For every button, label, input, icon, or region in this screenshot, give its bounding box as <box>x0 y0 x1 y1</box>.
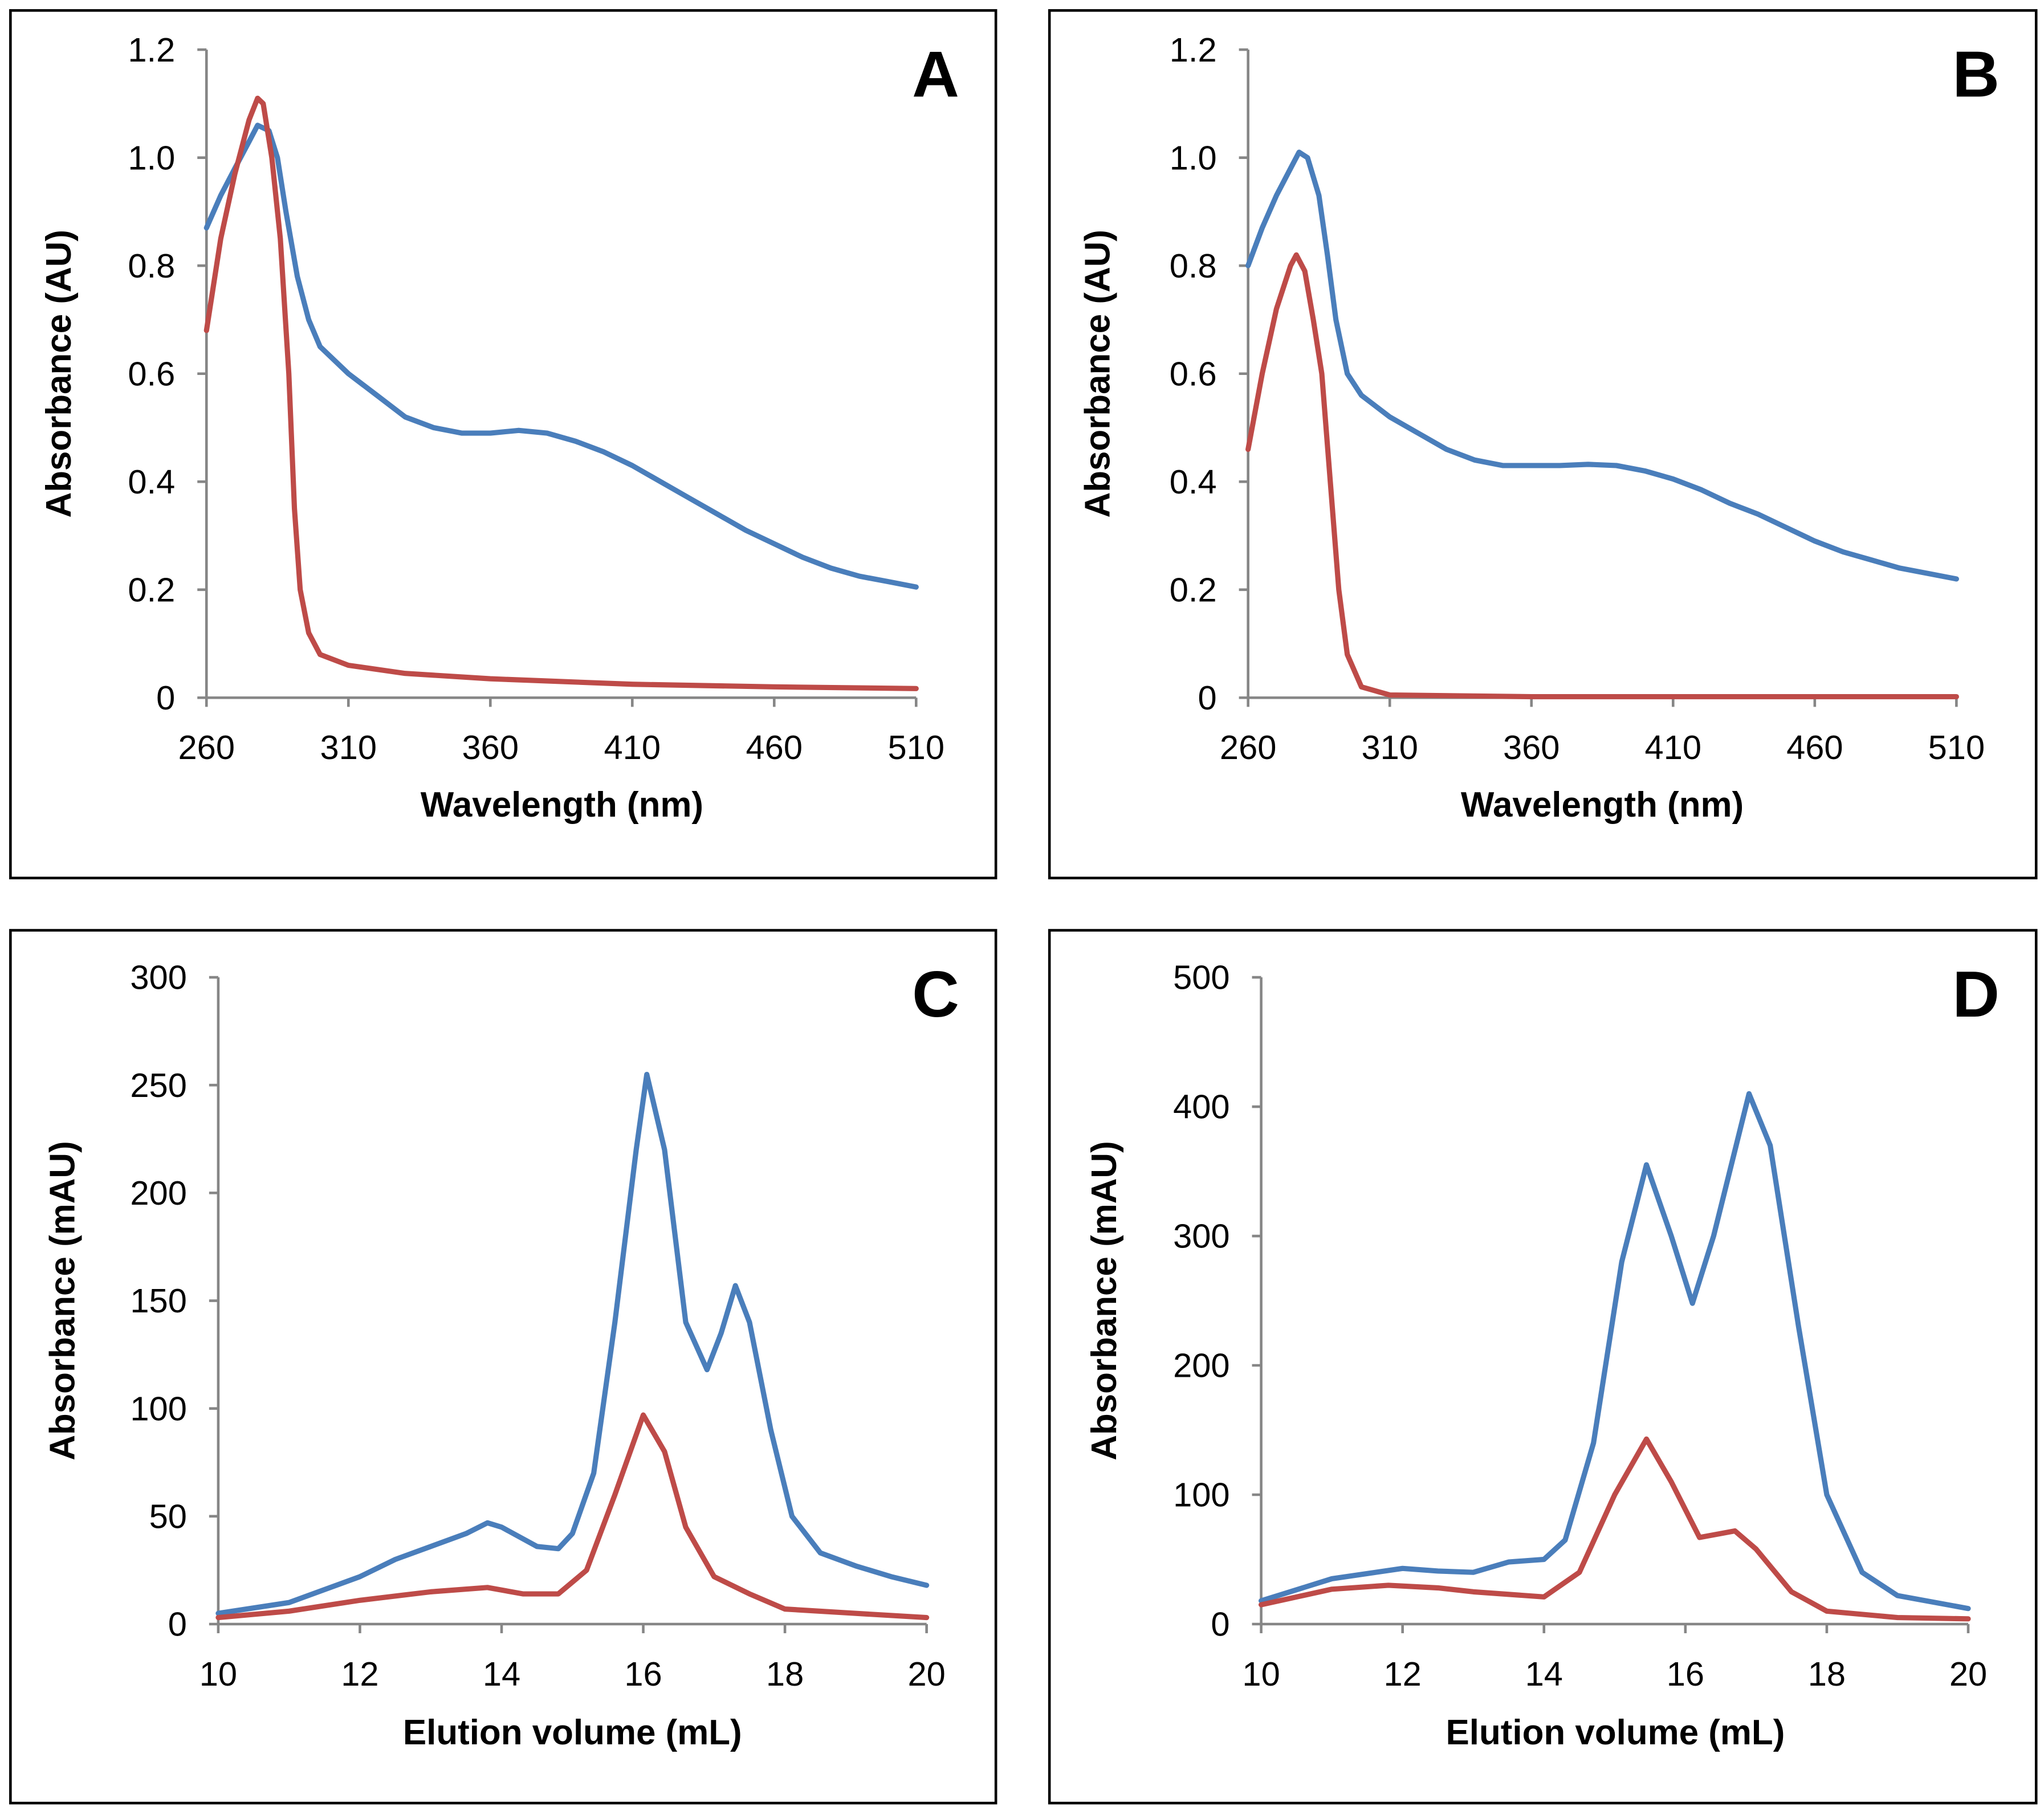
series-line-blue <box>203 123 919 590</box>
x-axis-label: Elution volume (mL) <box>1446 1713 1785 1752</box>
y-tick-label: 400 <box>1173 1088 1229 1126</box>
x-axis-label: Elution volume (mL) <box>403 1713 742 1752</box>
panel-label: D <box>1952 958 2000 1031</box>
y-tick-label: 0.8 <box>1170 247 1217 285</box>
x-tick-label: 12 <box>341 1655 378 1693</box>
y-axis-label: Absorbance (mAU) <box>43 1141 83 1461</box>
panel-label: C <box>912 958 959 1031</box>
y-tick-label: 0 <box>156 679 175 717</box>
x-tick-label: 360 <box>462 728 519 766</box>
x-tick-label: 460 <box>1786 728 1843 766</box>
y-tick-label: 0.8 <box>128 247 175 285</box>
series-line-red <box>203 95 919 691</box>
y-tick-label: 1.0 <box>1170 138 1217 177</box>
series-line-blue <box>215 1071 930 1616</box>
y-tick-label: 100 <box>130 1389 186 1427</box>
x-tick-label: 16 <box>624 1655 662 1693</box>
y-tick-label: 0.4 <box>1170 463 1217 501</box>
x-tick-label: 410 <box>1645 728 1701 766</box>
panel-border <box>1048 9 2038 880</box>
y-tick-label: 0.4 <box>128 463 175 501</box>
panel-border <box>1048 929 2038 1805</box>
x-tick-label: 310 <box>1361 728 1418 766</box>
y-tick-label: 0 <box>1198 679 1216 717</box>
y-axis-label: Absorbance (mAU) <box>1085 1141 1124 1461</box>
series-line-blue <box>1259 1091 1971 1612</box>
y-tick-label: 200 <box>130 1174 186 1212</box>
x-tick-label: 510 <box>888 728 944 766</box>
panel-border <box>9 929 997 1805</box>
panel-a: 0 0.2 0.4 0.6 0.8 1.0 1.2 260 310 360 410 460 510 Wav… <box>9 9 997 880</box>
x-tick-label: 10 <box>1242 1655 1280 1693</box>
y-tick-label: 1.0 <box>128 138 175 177</box>
y-tick-label: 150 <box>130 1282 186 1320</box>
panel-label: B <box>1952 38 2000 111</box>
x-tick-label: 260 <box>178 728 235 766</box>
series-line-red <box>1245 252 1959 700</box>
y-tick-label: 300 <box>1173 1217 1229 1255</box>
x-tick-label: 510 <box>1928 728 1985 766</box>
panel-d: 0 100 200 300 400 500 10 12 14 16 18 20 Elution volu… <box>1048 929 2038 1805</box>
x-tick-label: 460 <box>746 728 803 766</box>
y-tick-label: 300 <box>130 958 186 997</box>
x-tick-label: 16 <box>1667 1655 1704 1693</box>
y-tick-label: 1.2 <box>1170 31 1217 69</box>
x-tick-label: 310 <box>320 728 377 766</box>
x-tick-label: 260 <box>1220 728 1276 766</box>
y-axis-label: Absorbance (AU) <box>1078 230 1118 518</box>
x-tick-label: 14 <box>1525 1655 1563 1693</box>
x-tick-label: 10 <box>199 1655 237 1693</box>
panel-c: 0 50 100 150 200 250 300 10 12 14 16 18 20 Elution vo… <box>9 929 997 1805</box>
y-tick-label: 50 <box>149 1497 187 1535</box>
y-tick-label: 0 <box>168 1605 187 1643</box>
x-axis-label: Wavelength (nm) <box>1461 785 1744 825</box>
x-tick-label: 410 <box>604 728 661 766</box>
y-tick-label: 0.2 <box>1170 570 1217 609</box>
series-line-red <box>1259 1436 1971 1622</box>
x-tick-label: 360 <box>1503 728 1560 766</box>
x-axis-label: Wavelength (nm) <box>421 785 703 825</box>
y-axis-label: Absorbance (AU) <box>39 230 79 518</box>
y-tick-label: 0.6 <box>128 354 175 393</box>
y-tick-label: 500 <box>1173 958 1229 997</box>
panel-border <box>9 9 997 880</box>
y-tick-label: 0.6 <box>1170 354 1217 393</box>
y-tick-label: 250 <box>130 1066 186 1104</box>
y-tick-label: 0 <box>1211 1605 1229 1643</box>
x-tick-label: 18 <box>1808 1655 1846 1693</box>
x-tick-label: 12 <box>1384 1655 1422 1693</box>
y-tick-label: 1.2 <box>128 31 175 69</box>
y-tick-label: 0.2 <box>128 570 175 609</box>
x-tick-label: 18 <box>766 1655 804 1693</box>
x-tick-label: 14 <box>483 1655 520 1693</box>
x-tick-label: 20 <box>1949 1655 1987 1693</box>
panel-b: 0 0.2 0.4 0.6 0.8 1.0 1.2 260 310 360 410 460 510 Wav… <box>1048 9 2038 880</box>
y-tick-label: 100 <box>1173 1476 1229 1514</box>
series-line-blue <box>1245 149 1959 582</box>
series-line-red <box>215 1412 930 1621</box>
y-tick-label: 200 <box>1173 1347 1229 1385</box>
x-tick-label: 20 <box>907 1655 945 1693</box>
panel-label: A <box>912 38 959 111</box>
